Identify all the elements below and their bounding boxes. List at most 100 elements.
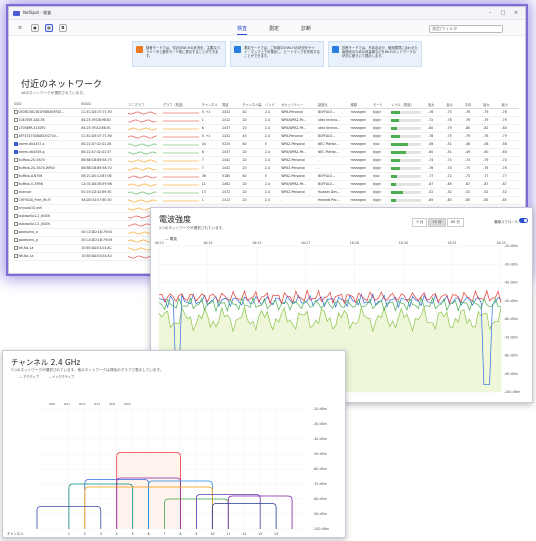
- row-checkbox[interactable]: [14, 142, 18, 146]
- column-header[interactable]: グラフ（電波）: [161, 101, 201, 109]
- security-cell: WPA/WPA2-Pe...: [280, 180, 317, 189]
- signal-graph-cell: [161, 140, 201, 149]
- row-checkbox[interactable]: [14, 190, 18, 194]
- ssid-cell: Buffalo-A-B706: [13, 172, 81, 181]
- row-checkbox[interactable]: [14, 246, 18, 250]
- row-checkbox[interactable]: [14, 198, 18, 202]
- close-icon[interactable]: ×: [513, 10, 519, 16]
- table-row[interactable]: Buffalo-G-E998 CA:3C:8A:5B:E9:98 11 2462 20 2…: [13, 180, 519, 189]
- table-row[interactable]: Buffalo-2G-9A70 86:B8:CB:89:9A:73 7 2442 20 2…: [13, 156, 519, 165]
- camera-icon[interactable]: ◘: [59, 23, 67, 32]
- signal-graph-line: [162, 168, 199, 169]
- row-checkbox[interactable]: [14, 182, 18, 186]
- level-bar-track: [391, 158, 422, 162]
- ssid-cell: Buffalo-G-E998: [13, 180, 81, 189]
- column-header[interactable]: 平均: [463, 101, 483, 109]
- table-row[interactable]: chansar E0:19:1D:42:69:30 13 2472 20 2.4 WPA2-…: [13, 188, 519, 197]
- column-header[interactable]: 種類: [349, 101, 373, 109]
- kind-cell: managed: [349, 164, 373, 173]
- table-row[interactable]: 1040TBF-ADC36 84:25:3F:D8:98:81 1 2412 20 2.4…: [13, 116, 519, 125]
- ssid-cell: goodsiero_g: [13, 236, 81, 245]
- table-row[interactable]: CHIYODA_Free_Wi-Fi 9A:D5:34:07:60:30 1 2412…: [13, 196, 519, 205]
- ssid-text: Nfi-Na-1a: [18, 246, 34, 250]
- mini-graph-line: [128, 134, 157, 138]
- maximize-icon[interactable]: □: [500, 10, 506, 16]
- mode-cell: b/g/n: [372, 148, 391, 157]
- bssid-cell: 84:25:3F:D8:98:81: [80, 116, 128, 125]
- level-bar-track: [391, 118, 422, 122]
- width-cell: 20: [241, 188, 264, 197]
- menu-icon[interactable]: ≡: [17, 24, 23, 31]
- column-header[interactable]: 最大: [427, 101, 446, 109]
- column-header[interactable]: 最小: [445, 101, 464, 109]
- column-header[interactable]: チャンネル: [200, 101, 222, 109]
- row-checkbox[interactable]: [14, 230, 18, 234]
- row-checkbox[interactable]: [14, 174, 18, 178]
- column-header[interactable]: 最小: [500, 101, 519, 109]
- table-row[interactable]: aterm-db4347-a 80:22:A7:42:41:28 44 5220 80 5…: [13, 140, 519, 149]
- ssid-text: dubase0a1-2_8G0N: [18, 214, 50, 218]
- minimize-icon[interactable]: –: [488, 10, 492, 16]
- signal-graph-line: [162, 152, 199, 153]
- level-cell: [390, 196, 428, 205]
- ssid-cell: Nfi-Na-1a: [13, 252, 81, 261]
- security-cell: WPA2-Personal: [280, 156, 317, 165]
- x-tick-label: 5: [132, 532, 134, 536]
- security-cell: WPA/WPA2-Pe...: [280, 124, 317, 133]
- ssid-text: chansar: [18, 190, 32, 194]
- column-header[interactable]: SSID: [13, 101, 81, 109]
- tab-inspect[interactable]: 検査: [237, 25, 248, 35]
- row-checkbox[interactable]: [14, 214, 18, 218]
- column-header[interactable]: レベル（電波）: [390, 101, 428, 109]
- row-checkbox[interactable]: [14, 206, 18, 210]
- band-cell: 2.4: [263, 132, 281, 141]
- row-checkbox[interactable]: [14, 222, 18, 226]
- row-checkbox[interactable]: [14, 254, 18, 258]
- table-row[interactable]: aterm-db4349-g 80:22:A7:42:41:37 6 2437 20 2.…: [13, 148, 519, 157]
- column-header[interactable]: モード: [372, 101, 391, 109]
- vendor-cell: Huawei Dev...: [316, 188, 350, 197]
- range-5min-button[interactable]: 5 分: [412, 218, 428, 227]
- mini-graph-cell: [127, 156, 162, 165]
- range-15min-button[interactable]: 15 分: [428, 218, 446, 227]
- kind-cell: managed: [349, 132, 373, 141]
- column-header[interactable]: 周波: [221, 101, 242, 109]
- range-60min-button[interactable]: 60 分: [446, 218, 464, 227]
- page-title: 付近のネットワーク: [21, 80, 103, 90]
- level-bar-track: [391, 182, 422, 186]
- column-header[interactable]: 製造元: [316, 101, 350, 109]
- value-cell: -85: [500, 196, 519, 205]
- row-checkbox[interactable]: [14, 150, 18, 154]
- column-header[interactable]: セキュリティー: [280, 101, 317, 109]
- row-checkbox[interactable]: [14, 110, 18, 114]
- column-header[interactable]: ミニグラフ: [127, 101, 162, 109]
- table-row[interactable]: Buffalo-2G-9A70-WPA3 86:B8:CB:89:9A:70 7 24…: [13, 164, 519, 173]
- auto-scroll-toggle[interactable]: [519, 218, 528, 223]
- banner-text: 検査モードでは、付近のWi-Fiの状況を、主要なパラメータと動作モード別に表示す…: [146, 46, 220, 59]
- bssid-cell: 84:25:3F:A2:B8:91: [80, 124, 128, 133]
- tab-survey[interactable]: 測定: [269, 26, 280, 32]
- table-row[interactable]: Buffalo-A-B706 E8:2C:A0:12:B7:06 36 5180 80 5…: [13, 172, 519, 181]
- column-header[interactable]: 最大: [482, 101, 501, 109]
- list-view-icon[interactable]: ▦: [45, 23, 53, 32]
- row-checkbox[interactable]: [14, 134, 18, 138]
- filter-search-input[interactable]: 測定/フィルタ: [429, 25, 503, 33]
- tab-diagnose[interactable]: 診断: [301, 26, 312, 32]
- value-cell: -85: [427, 196, 446, 205]
- value-cell: -51: [445, 140, 464, 149]
- row-checkbox[interactable]: [14, 166, 18, 170]
- row-checkbox[interactable]: [14, 158, 18, 162]
- row-checkbox[interactable]: [14, 126, 18, 130]
- channel-cell: 7: [200, 156, 222, 165]
- record-icon[interactable]: ●: [31, 23, 39, 32]
- table-row[interactable]: AFF47475D8AED02704... CC:E1:D5:07:71:90 5,…: [13, 132, 519, 141]
- table-row[interactable]: 050BC58C381FE8B4E9FA3... CC:E1:D5:07:71:9…: [13, 108, 519, 117]
- column-header[interactable]: バンド: [263, 101, 281, 109]
- row-checkbox[interactable]: [14, 118, 18, 122]
- channel-legend: ― アクティブ ‐‐ インアクティブ: [19, 374, 74, 379]
- column-header[interactable]: BSSID: [80, 101, 128, 109]
- row-checkbox[interactable]: [14, 238, 18, 242]
- column-header[interactable]: チャンネル幅: [241, 101, 264, 109]
- table-row[interactable]: 1705JMR-41S0F0 84:25:3F:A2:B8:91 6 2437 20 2.…: [13, 124, 519, 133]
- signal-graph-cell: [161, 108, 201, 117]
